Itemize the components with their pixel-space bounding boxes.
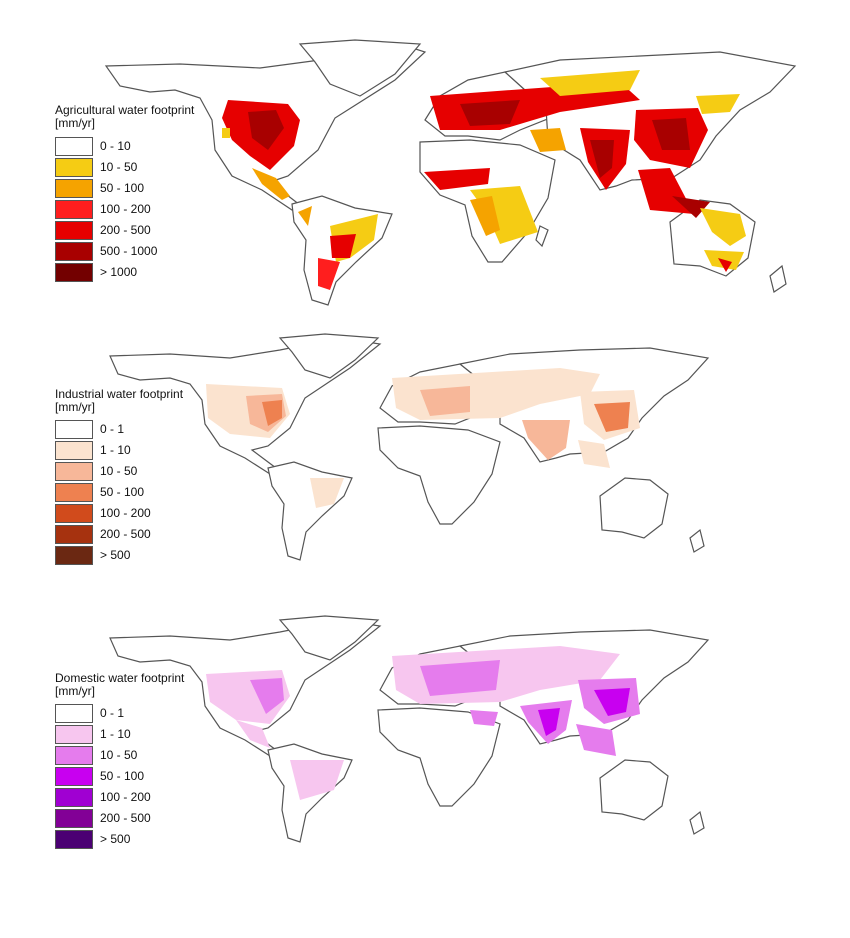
- legend-unit: [mm/yr]: [55, 400, 95, 414]
- legend-unit: [mm/yr]: [55, 684, 95, 698]
- domestic-legend: Domestic water footprint [mm/yr] 0 - 1 1…: [55, 671, 185, 849]
- legend-swatch: [55, 221, 93, 240]
- agricultural-map-panel: Agricultural water footprint [mm/yr] 0 -…: [0, 0, 850, 312]
- legend-swatch: [55, 179, 93, 198]
- legend-title: Agricultural water footprint: [55, 103, 195, 117]
- legend-range: 100 - 200: [100, 506, 151, 520]
- legend-swatch: [55, 462, 93, 481]
- legend-swatch: [55, 504, 93, 523]
- industrial-legend: Industrial water footprint [mm/yr] 0 - 1…: [55, 387, 184, 565]
- land-madagascar: [535, 225, 549, 248]
- land-australia: [599, 759, 669, 821]
- legend-swatch: [55, 830, 93, 849]
- legend-range: > 500: [100, 548, 131, 562]
- land-australia: [599, 477, 669, 539]
- legend-range: 50 - 100: [100, 181, 145, 195]
- domestic-footprint-fill: [206, 646, 640, 800]
- land-new-zealand: [689, 810, 705, 835]
- legend-swatch: [55, 441, 93, 460]
- legend-title: Industrial water footprint: [55, 387, 184, 401]
- legend-range: 200 - 500: [100, 811, 151, 825]
- legend-swatch: [55, 809, 93, 828]
- domestic-world-map: [109, 615, 710, 843]
- legend-range: 100 - 200: [100, 790, 151, 804]
- legend-range: 50 - 100: [100, 485, 145, 499]
- legend-swatch: [55, 704, 93, 723]
- legend-range: 10 - 50: [100, 160, 138, 174]
- legend-range: 200 - 500: [100, 527, 151, 541]
- land-new-zealand: [769, 264, 787, 293]
- legend-swatch: [55, 788, 93, 807]
- industrial-world-map: [109, 333, 710, 561]
- legend-swatch: [55, 525, 93, 544]
- land-new-zealand: [689, 528, 705, 553]
- land-outlines: [109, 333, 710, 561]
- legend-range: 500 - 1000: [100, 244, 158, 258]
- industrial-map-panel: Industrial water footprint [mm/yr] 0 - 1…: [0, 328, 850, 578]
- legend-unit: [mm/yr]: [55, 116, 95, 130]
- legend-range: > 1000: [100, 265, 138, 279]
- legend-swatch: [55, 242, 93, 261]
- industrial-footprint-fill: [206, 368, 640, 508]
- land-outlines: [109, 615, 710, 843]
- legend-range: 10 - 50: [100, 464, 138, 478]
- land-greenland: [278, 333, 380, 379]
- land-south-america: [267, 461, 353, 561]
- agricultural-world-map: [104, 39, 797, 306]
- land-africa: [377, 707, 501, 807]
- agricultural-footprint-fill: [222, 70, 746, 290]
- legend-swatch: [55, 746, 93, 765]
- legend-range: 0 - 1: [100, 706, 125, 720]
- legend-range: 200 - 500: [100, 223, 151, 237]
- legend-range: 50 - 100: [100, 769, 145, 783]
- agricultural-legend: Agricultural water footprint [mm/yr] 0 -…: [55, 103, 195, 282]
- legend-range: 100 - 200: [100, 202, 151, 216]
- legend-swatch: [55, 767, 93, 786]
- legend-swatch: [55, 546, 93, 565]
- legend-swatch: [55, 483, 93, 502]
- legend-swatch: [55, 420, 93, 439]
- legend-title: Domestic water footprint: [55, 671, 185, 685]
- land-greenland: [278, 615, 380, 661]
- domestic-map-panel: Domestic water footprint [mm/yr] 0 - 1 1…: [0, 610, 850, 860]
- legend-swatch: [55, 137, 93, 156]
- legend-range: 1 - 10: [100, 443, 131, 457]
- legend-swatch: [55, 725, 93, 744]
- legend-range: 0 - 1: [100, 422, 125, 436]
- legend-swatch: [55, 200, 93, 219]
- land-africa: [377, 425, 501, 525]
- land-greenland: [298, 39, 422, 97]
- legend-swatch: [55, 158, 93, 177]
- legend-range: 0 - 10: [100, 139, 131, 153]
- legend-range: 1 - 10: [100, 727, 131, 741]
- legend-swatch: [55, 263, 93, 282]
- legend-range: 10 - 50: [100, 748, 138, 762]
- legend-range: > 500: [100, 832, 131, 846]
